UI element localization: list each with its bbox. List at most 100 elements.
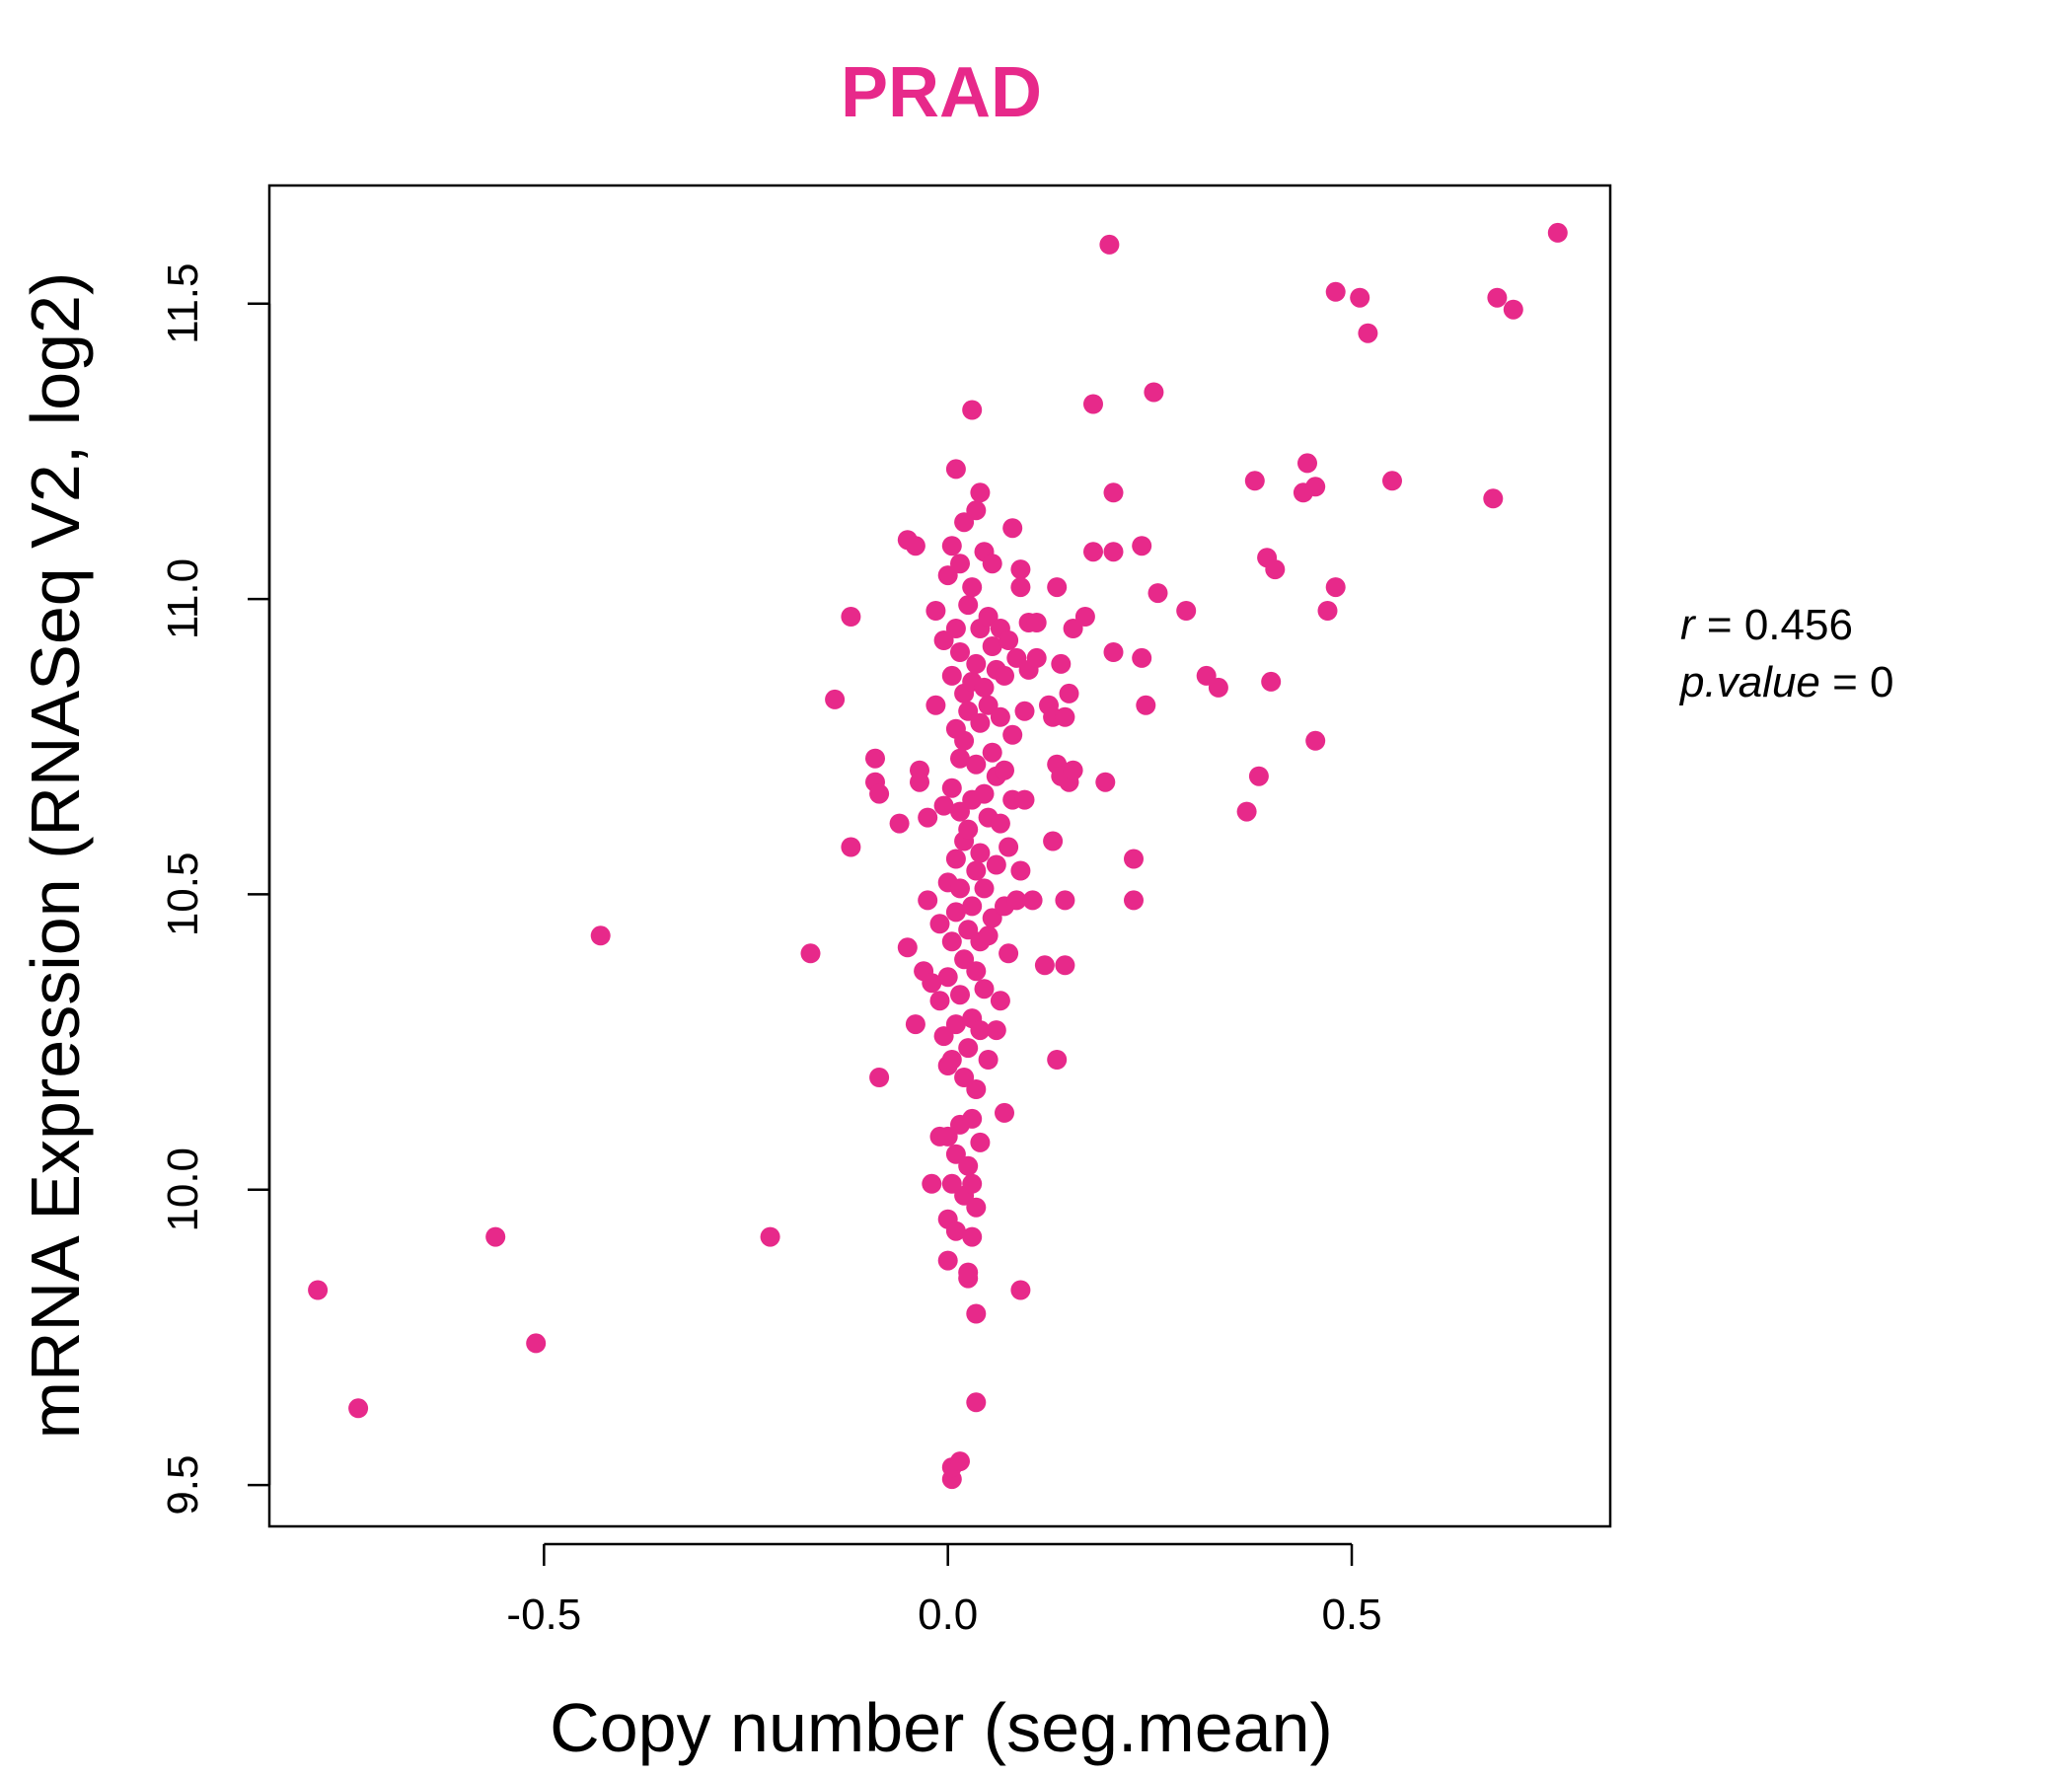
data-point xyxy=(905,1014,925,1035)
data-point xyxy=(966,961,987,982)
data-point xyxy=(1124,890,1144,911)
y-axis: 9.5 10.0 10.5 11.0 11.5 xyxy=(159,263,271,1516)
data-point xyxy=(1236,801,1257,822)
data-point xyxy=(941,1173,962,1194)
data-point xyxy=(962,896,983,917)
data-point xyxy=(1055,890,1075,911)
data-point xyxy=(950,748,970,769)
data-point xyxy=(962,1226,983,1247)
points-layer xyxy=(308,222,1568,1490)
data-point xyxy=(922,973,942,994)
data-point xyxy=(841,607,861,627)
data-point xyxy=(950,1451,970,1472)
data-point xyxy=(869,783,890,804)
data-point xyxy=(945,902,966,923)
y-tick-label: 11.0 xyxy=(159,558,207,639)
data-point xyxy=(937,1250,958,1271)
data-point xyxy=(966,1392,987,1413)
data-point xyxy=(800,943,821,964)
data-point xyxy=(1132,647,1152,668)
y-tick-label: 9.5 xyxy=(159,1455,207,1516)
data-point xyxy=(1055,706,1075,727)
data-point xyxy=(999,837,1019,857)
data-point xyxy=(1014,701,1035,721)
data-point xyxy=(978,695,999,715)
data-point xyxy=(1325,577,1346,598)
data-point xyxy=(1382,471,1402,491)
x-axis-title: Copy number (seg.mean) xyxy=(550,1689,1333,1766)
data-point xyxy=(1063,760,1083,780)
data-point xyxy=(966,653,987,674)
data-point xyxy=(995,1102,1014,1123)
data-point xyxy=(918,807,938,828)
data-point xyxy=(1047,577,1068,598)
data-point xyxy=(1196,665,1217,686)
data-point xyxy=(966,1303,987,1324)
data-point xyxy=(974,878,995,899)
data-point xyxy=(1006,647,1027,668)
data-point xyxy=(1350,287,1370,308)
data-point xyxy=(1305,477,1326,497)
data-point xyxy=(825,689,846,709)
data-point xyxy=(974,677,995,698)
data-point xyxy=(1083,394,1103,414)
data-point xyxy=(995,760,1014,780)
data-point xyxy=(1124,849,1144,869)
data-point xyxy=(1010,577,1031,598)
x-axis: -0.5 0.0 0.5 xyxy=(506,1542,1382,1639)
data-point xyxy=(1176,601,1197,621)
data-point xyxy=(865,748,885,769)
data-point xyxy=(1083,542,1103,562)
data-point xyxy=(1547,222,1568,243)
data-point xyxy=(982,636,1002,656)
data-point xyxy=(941,1050,962,1070)
data-point xyxy=(1358,323,1378,343)
data-point xyxy=(945,459,966,480)
data-point xyxy=(925,695,946,715)
data-point xyxy=(1503,299,1523,320)
data-point xyxy=(970,843,991,863)
data-point xyxy=(1010,559,1031,580)
data-point xyxy=(933,795,954,816)
data-point xyxy=(897,937,918,958)
data-point xyxy=(966,754,987,775)
data-point xyxy=(1487,287,1508,308)
data-point xyxy=(945,1221,966,1241)
data-point xyxy=(982,908,1002,928)
data-point xyxy=(1103,482,1124,503)
data-point xyxy=(1099,234,1120,255)
data-point xyxy=(937,1126,958,1147)
data-point xyxy=(1248,766,1269,786)
data-point xyxy=(1483,488,1504,509)
data-point xyxy=(941,665,962,686)
y-tick-label: 10.0 xyxy=(159,1147,207,1232)
data-point xyxy=(1043,831,1064,851)
data-point xyxy=(1010,860,1031,881)
data-point xyxy=(918,890,938,911)
data-point xyxy=(1208,677,1228,698)
data-point xyxy=(1132,536,1152,556)
data-point xyxy=(978,925,999,946)
y-tick-label: 11.5 xyxy=(159,263,207,344)
data-point xyxy=(974,979,995,999)
data-point xyxy=(970,1132,991,1152)
data-point xyxy=(1022,890,1043,911)
data-point xyxy=(995,665,1014,686)
data-point xyxy=(1103,542,1124,562)
data-point xyxy=(954,730,975,751)
p-value: 0 xyxy=(1870,658,1893,706)
p-label: p.value xyxy=(1678,658,1820,706)
data-point xyxy=(905,536,925,556)
data-point xyxy=(1317,601,1338,621)
data-point xyxy=(929,914,950,934)
data-point xyxy=(950,878,970,899)
data-point xyxy=(869,1068,890,1087)
data-point xyxy=(1103,642,1124,662)
data-point xyxy=(966,860,987,881)
x-tick-label: 0.5 xyxy=(1321,1591,1381,1639)
data-point xyxy=(958,1155,979,1176)
data-point xyxy=(958,819,979,840)
data-point xyxy=(950,801,970,822)
r-value: 0.456 xyxy=(1744,601,1853,649)
